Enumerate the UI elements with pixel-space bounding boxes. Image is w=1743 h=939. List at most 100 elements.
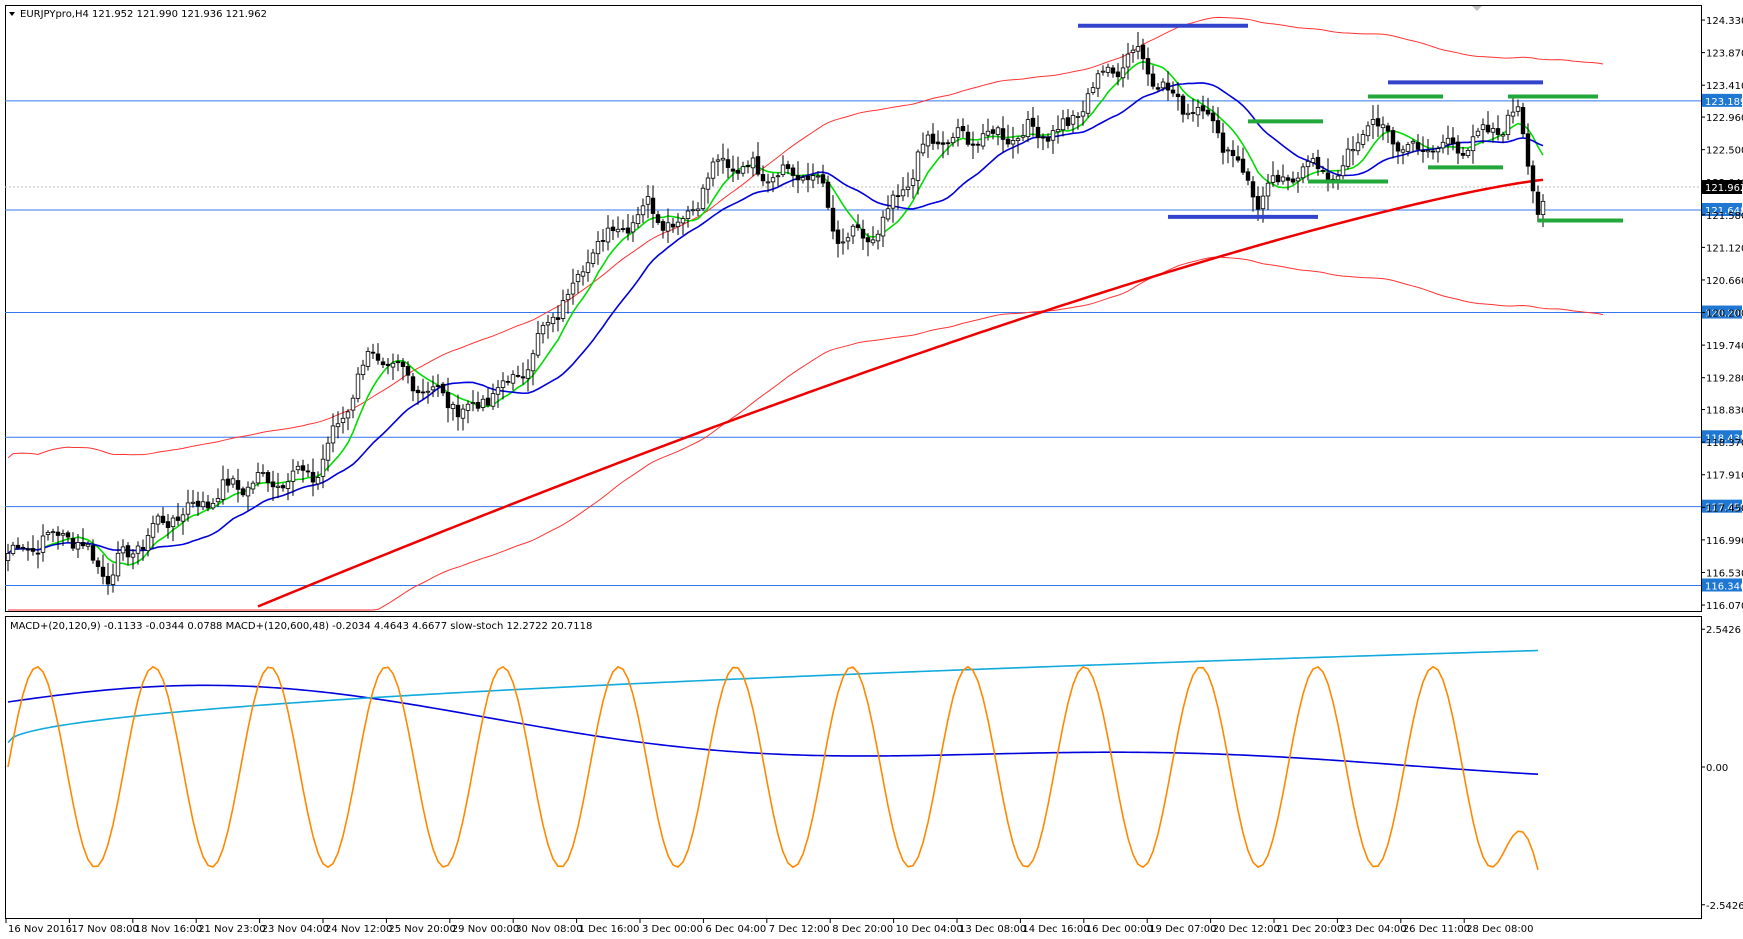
candle-body [640,205,646,216]
candle-body [750,157,756,169]
candle-body [430,386,436,391]
candle-body [1375,118,1381,127]
candle-body [960,125,966,132]
candle-body [870,239,876,244]
candle-body [1195,106,1201,116]
candle-body [1005,138,1011,145]
candle-body [125,545,131,558]
candle-body [375,353,381,361]
candle-body [1150,73,1156,87]
candle-body [550,316,556,325]
candle-body [1040,136,1046,139]
candle-body [425,390,431,393]
upper-band-line [7,16,1604,459]
candle-body [1460,152,1466,156]
lower-band-line [8,256,1604,611]
candle-body [1065,117,1071,127]
candle-body [1450,137,1456,145]
candle-body [1415,142,1421,150]
candle-body [690,209,696,212]
candle-body [770,177,776,183]
candle-body [300,465,306,471]
candle-body [155,515,161,525]
candle-body [215,498,221,503]
time-axis-tick-label: 10 Dec 04:00 [896,924,963,935]
candle-body [605,227,611,243]
candle-body [1505,114,1511,135]
candle-body [1250,181,1256,198]
candle-body [1215,120,1221,134]
candle-body [1355,142,1361,152]
candle-body [910,178,916,186]
candle-body [285,481,291,489]
candle-body [830,207,836,232]
candle-body [465,403,471,411]
time-axis-tick-label: 20 Dec 12:00 [1213,924,1280,935]
candle-body [575,274,581,283]
candle-body [865,237,871,243]
price-level-tag [1702,305,1742,319]
indicator-axis-tick-label: 0.00 [1706,763,1728,774]
price-axis-tick-label: 122.500 [1706,146,1743,157]
candle-body [490,393,496,407]
candle-body [800,177,806,181]
candle-body [1400,149,1406,153]
candle-body [525,369,531,379]
time-axis-tick-label: 23 Dec 04:00 [1339,924,1406,935]
candle-body [1430,150,1436,153]
candle-body [450,404,456,409]
candle-body [250,482,256,490]
candle-body [185,502,191,515]
candle-body [130,553,136,558]
time-axis-tick-label: 19 Dec 07:00 [1149,924,1216,935]
candle-body [170,517,176,528]
time-axis-tick-label: 24 Nov 12:00 [325,924,392,935]
price-axis-tick-label: 121.120 [1706,243,1743,254]
price-axis-tick-label: 121.580 [1706,211,1743,222]
time-axis-tick-label: 18 Nov 16:00 [135,924,202,935]
candle-body [315,477,321,485]
candle-body [1270,175,1276,183]
candle-body [280,485,286,489]
candle-body [310,471,316,483]
chart-shift-marker-icon[interactable] [1472,6,1482,11]
candle-body [985,130,991,136]
candle-body [630,222,636,233]
candle-body [1360,134,1366,145]
candle-body [260,472,266,474]
price-axis: 124.330123.870123.410122.960122.500122.0… [1701,16,1743,612]
candle-body [685,210,691,219]
candle-body [890,194,896,209]
candle-body [390,362,396,368]
candle-body [270,481,276,488]
indicator-axis-tick-label: -2.5426 [1706,901,1743,912]
symbol-title: EURJPYpro,H4 121.952 121.990 121.936 121… [20,9,267,20]
candle-body [435,385,441,387]
candle-body [875,233,881,242]
candle-body [1335,175,1341,181]
candle-body [570,282,576,295]
price-axis-tick-label: 118.370 [1706,438,1743,449]
time-axis-tick-label: 25 Nov 20:00 [388,924,455,935]
candle-body [1465,150,1471,156]
time-axis-tick-label: 13 Dec 08:00 [959,924,1026,935]
candle-body [1425,150,1431,153]
candle-body [1345,148,1351,167]
candle-body [1535,191,1541,215]
candle-body [555,317,561,320]
candle-body [515,375,521,377]
candle-body [160,515,166,524]
candle-body [115,552,121,577]
candle-body [925,134,931,147]
candle-body [1090,87,1096,93]
candle-body [635,214,641,225]
time-axis-tick-label: 14 Dec 16:00 [1022,924,1089,935]
candle-body [1135,46,1141,52]
candle-body [610,226,616,232]
candle-body [50,531,56,534]
candle-body [1510,111,1516,117]
candle-body [1155,87,1161,90]
candle-body [625,227,631,234]
title-dropdown-icon[interactable] [9,12,15,16]
